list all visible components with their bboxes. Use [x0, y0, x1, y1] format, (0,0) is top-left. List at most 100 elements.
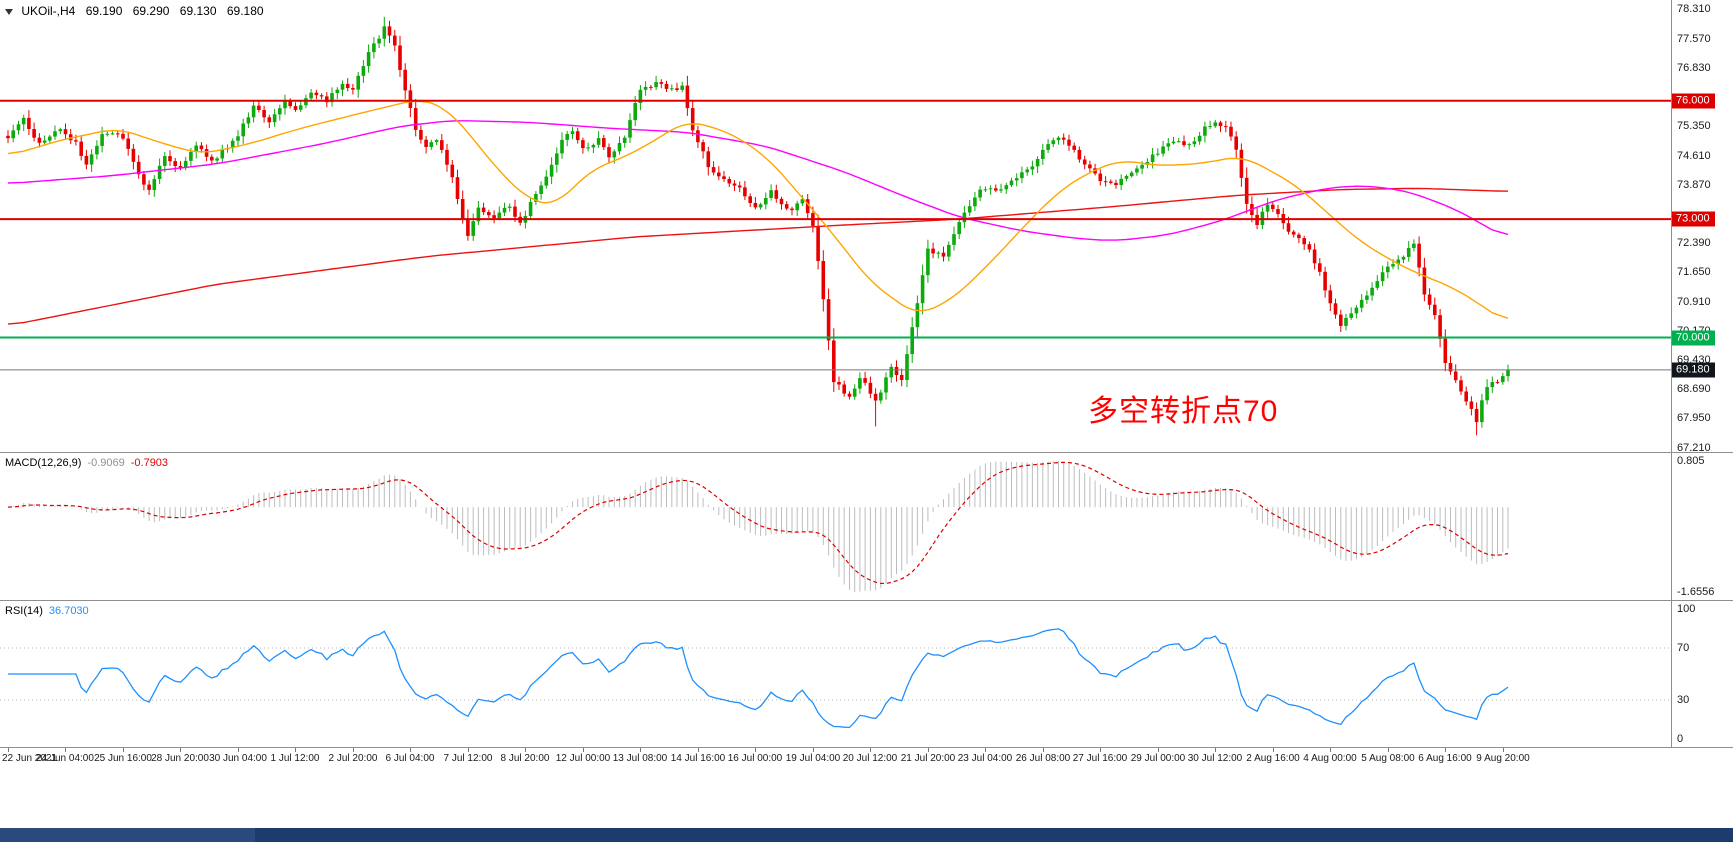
level-price-badge: 70.000 — [1672, 330, 1715, 346]
rsi-indicator-label: RSI(14) 36.7030 — [5, 605, 95, 617]
taskbar[interactable] — [0, 828, 1733, 842]
rsi-axis-label: 70 — [1677, 642, 1690, 654]
one-click-trading-toggle-icon[interactable] — [5, 9, 13, 15]
time-axis-label: 2 Jul 20:00 — [328, 753, 378, 764]
time-axis-tick — [1330, 748, 1331, 752]
ohlc-low-value: 69.130 — [179, 4, 217, 18]
time-axis-label: 8 Jul 20:00 — [500, 753, 550, 764]
price-scale-tick: 77.570 — [1677, 32, 1711, 45]
ohlc-close-value: 69.180 — [226, 4, 264, 18]
price-scale-tick: 71.650 — [1677, 266, 1711, 279]
ohlc-high-value: 69.290 — [132, 4, 170, 18]
price-scale-tick: 76.830 — [1677, 61, 1711, 74]
macd-panel-plot[interactable] — [0, 453, 1671, 600]
time-axis-label: 28 Jun 20:00 — [151, 753, 209, 764]
time-axis-label: 4 Aug 00:00 — [1303, 753, 1357, 764]
time-axis-label: 30 Jul 12:00 — [1187, 753, 1243, 764]
time-axis-tick — [1043, 748, 1044, 752]
rsi-axis-label: 30 — [1677, 694, 1690, 706]
time-axis-tick — [640, 748, 641, 752]
time-axis-tick — [870, 748, 871, 752]
time-axis-tick — [928, 748, 929, 752]
time-axis-tick — [985, 748, 986, 752]
current-price-badge: 69.180 — [1672, 362, 1715, 378]
time-axis-label: 13 Jul 08:00 — [612, 753, 668, 764]
time-axis-tick — [8, 748, 9, 752]
price-scale-tick: 75.350 — [1677, 120, 1711, 133]
rsi-panel-plot[interactable] — [0, 601, 1671, 747]
time-axis-label: 5 Aug 08:00 — [1361, 753, 1415, 764]
rsi-name: RSI(14) — [5, 605, 43, 617]
rsi-value: 36.7030 — [48, 605, 89, 617]
ma-mid-magenta-line — [7, 120, 1509, 241]
macd-histogram — [12, 461, 1509, 592]
panel-separator[interactable] — [0, 747, 1733, 748]
price-scale-tick: 74.610 — [1677, 149, 1711, 162]
price-scale-tick: 78.310 — [1677, 3, 1711, 16]
time-axis-tick — [813, 748, 814, 752]
time-axis-tick — [1503, 748, 1504, 752]
time-axis-tick — [1158, 748, 1159, 752]
rsi-axis-label: 100 — [1677, 603, 1696, 615]
time-axis-tick — [468, 748, 469, 752]
time-axis-label: 6 Jul 04:00 — [385, 753, 435, 764]
time-axis-label: 7 Jul 12:00 — [443, 753, 493, 764]
ma-fast-orange-line — [7, 100, 1509, 319]
time-axis-tick — [1100, 748, 1101, 752]
time-axis-label: 25 Jun 16:00 — [94, 753, 152, 764]
time-axis-label: 6 Aug 16:00 — [1418, 753, 1472, 764]
macd-main-value: -0.9069 — [87, 457, 125, 469]
time-axis-tick — [353, 748, 354, 752]
level-price-badge: 73.000 — [1672, 211, 1715, 227]
taskbar-left-segment[interactable] — [0, 828, 255, 842]
panel-separator[interactable] — [0, 600, 1733, 601]
price-chart-plot[interactable] — [0, 0, 1671, 452]
time-axis-label: 21 Jul 20:00 — [900, 753, 956, 764]
time-axis-label: 14 Jul 16:00 — [670, 753, 726, 764]
macd-axis-min: -1.6556 — [1677, 586, 1715, 598]
time-axis-tick — [65, 748, 66, 752]
time-axis-tick — [1215, 748, 1216, 752]
chart-text-annotation: 多空转折点70 — [1088, 395, 1279, 428]
rsi-line — [8, 628, 1509, 729]
macd-indicator-label: MACD(12,26,9) -0.9069 -0.7903 — [5, 457, 174, 469]
time-axis-label: 22 Jun 2021 — [2, 753, 58, 764]
time-axis-label: 16 Jul 00:00 — [727, 753, 783, 764]
time-axis-tick — [238, 748, 239, 752]
time-axis-label: 27 Jul 16:00 — [1072, 753, 1128, 764]
price-scale-tick: 72.390 — [1677, 237, 1711, 250]
time-axis-tick — [180, 748, 181, 752]
time-axis-label: 9 Aug 20:00 — [1476, 753, 1530, 764]
time-axis-label: 26 Jul 08:00 — [1015, 753, 1071, 764]
time-axis-label: 1 Jul 12:00 — [270, 753, 320, 764]
time-axis-label: 29 Jul 00:00 — [1130, 753, 1186, 764]
rsi-axis-label: 0 — [1677, 733, 1684, 745]
time-axis-tick — [698, 748, 699, 752]
time-axis-label: 24 Jun 04:00 — [36, 753, 94, 764]
price-scale-tick: 68.690 — [1677, 383, 1711, 396]
price-scale-tick: 67.950 — [1677, 412, 1711, 425]
price-scale-tick: 69.430 — [1677, 354, 1711, 367]
time-axis-label: 12 Jul 00:00 — [555, 753, 611, 764]
symbol-ohlc-header: UKOil-,H4 69.190 69.290 69.130 69.180 — [5, 4, 271, 18]
price-scale-tick: 73.870 — [1677, 178, 1711, 191]
macd-name: MACD(12,26,9) — [5, 457, 82, 469]
price-scale-border — [1671, 0, 1672, 747]
price-scale-tick: 70.910 — [1677, 295, 1711, 308]
macd-signal-line — [7, 461, 1509, 585]
candles — [6, 16, 1510, 436]
time-axis-tick — [410, 748, 411, 752]
time-axis[interactable]: 22 Jun 2021 24 Jun 04:00 25 Jun 16:00 28 Ju… — [0, 748, 1733, 770]
level-price-badge: 76.000 — [1672, 93, 1715, 109]
time-axis-label: 30 Jun 04:00 — [209, 753, 267, 764]
time-axis-tick — [295, 748, 296, 752]
ohlc-open-value: 69.190 — [85, 4, 123, 18]
time-axis-label: 2 Aug 16:00 — [1246, 753, 1300, 764]
time-axis-tick — [1273, 748, 1274, 752]
ma-slow-red-line — [7, 187, 1509, 325]
time-axis-tick — [525, 748, 526, 752]
panel-separator[interactable] — [0, 452, 1733, 453]
time-axis-label: 19 Jul 04:00 — [785, 753, 841, 764]
price-scale-tick: 70.170 — [1677, 324, 1711, 337]
